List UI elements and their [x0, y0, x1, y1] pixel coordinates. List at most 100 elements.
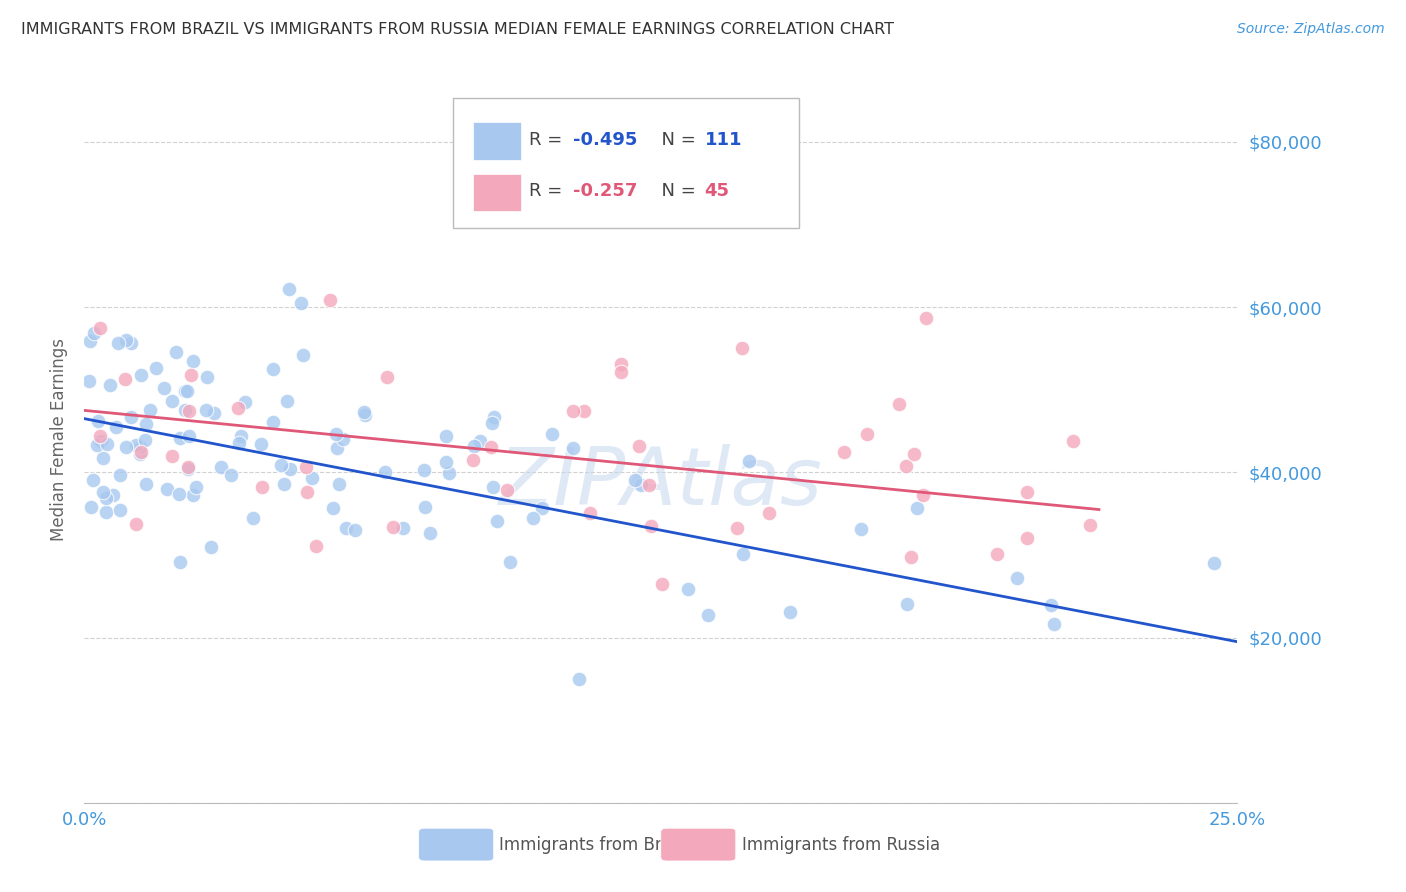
Point: [120, 335, 142, 350]
Point: [419, 526, 441, 541]
Point: [108, 503, 131, 517]
Point: [915, 310, 938, 325]
FancyBboxPatch shape: [661, 829, 735, 861]
Point: [89, 429, 111, 443]
Point: [278, 462, 301, 476]
Point: [651, 577, 673, 591]
Point: [173, 403, 195, 417]
Point: [623, 473, 645, 487]
Point: [737, 454, 759, 468]
Point: [177, 429, 200, 443]
Point: [470, 434, 492, 448]
Point: [250, 480, 273, 494]
Point: [202, 406, 225, 420]
FancyBboxPatch shape: [453, 97, 799, 228]
Point: [482, 410, 505, 425]
Point: [295, 485, 318, 500]
Point: [177, 462, 200, 476]
Point: [124, 516, 146, 531]
FancyBboxPatch shape: [472, 122, 522, 160]
Point: [434, 429, 457, 443]
Point: [128, 447, 150, 461]
Point: [1039, 598, 1062, 612]
Point: [94, 505, 117, 519]
Point: [499, 556, 522, 570]
Point: [343, 523, 366, 537]
Point: [169, 555, 191, 569]
Point: [1062, 434, 1084, 449]
Point: [1017, 485, 1039, 500]
Point: [326, 441, 349, 455]
Point: [96, 437, 118, 451]
Point: [353, 405, 375, 419]
Point: [135, 417, 157, 432]
Point: [325, 427, 347, 442]
Text: Source: ZipAtlas.com: Source: ZipAtlas.com: [1237, 22, 1385, 37]
Point: [530, 500, 553, 515]
Point: [725, 521, 748, 535]
Point: [156, 482, 179, 496]
Point: [114, 372, 136, 386]
Point: [637, 478, 659, 492]
Point: [160, 449, 183, 463]
Point: [568, 672, 591, 686]
Point: [1005, 571, 1028, 585]
Text: 45: 45: [704, 182, 730, 200]
Point: [165, 344, 187, 359]
Point: [295, 459, 318, 474]
Point: [181, 354, 204, 368]
Point: [640, 518, 662, 533]
Point: [80, 500, 103, 515]
Point: [381, 520, 404, 534]
Point: [139, 403, 162, 417]
Point: [91, 485, 114, 500]
Point: [176, 384, 198, 398]
Point: [276, 393, 298, 408]
Point: [463, 439, 485, 453]
Text: N =: N =: [651, 182, 702, 200]
Point: [434, 455, 457, 469]
Point: [98, 378, 121, 392]
Point: [1078, 518, 1101, 533]
Point: [160, 394, 183, 409]
Point: [101, 488, 124, 502]
Point: [696, 607, 718, 622]
Point: [107, 336, 129, 351]
Point: [486, 514, 509, 528]
Point: [90, 434, 112, 448]
FancyBboxPatch shape: [419, 829, 494, 861]
Point: [541, 426, 564, 441]
Point: [610, 358, 633, 372]
Point: [301, 470, 323, 484]
Point: [319, 293, 342, 307]
Point: [233, 394, 256, 409]
Point: [250, 437, 273, 451]
Text: Immigrants from Brazil: Immigrants from Brazil: [499, 836, 690, 854]
Point: [354, 408, 377, 422]
Point: [129, 368, 152, 383]
Point: [262, 415, 284, 429]
Point: [905, 501, 928, 516]
Point: [195, 370, 218, 384]
Point: [104, 420, 127, 434]
Point: [676, 582, 699, 597]
Point: [129, 441, 152, 455]
Text: N =: N =: [651, 131, 702, 149]
Point: [290, 296, 312, 310]
Point: [630, 477, 652, 491]
Point: [228, 435, 250, 450]
Point: [322, 500, 344, 515]
Text: ZIPAtlas: ZIPAtlas: [499, 444, 823, 522]
Point: [270, 458, 292, 473]
Point: [77, 374, 100, 388]
Point: [229, 428, 252, 442]
Point: [125, 438, 148, 452]
Point: [219, 467, 242, 482]
FancyBboxPatch shape: [472, 174, 522, 211]
Point: [522, 511, 544, 525]
Point: [1204, 557, 1226, 571]
Point: [332, 432, 354, 446]
Point: [209, 460, 232, 475]
Point: [1043, 617, 1066, 632]
Point: [82, 473, 104, 487]
